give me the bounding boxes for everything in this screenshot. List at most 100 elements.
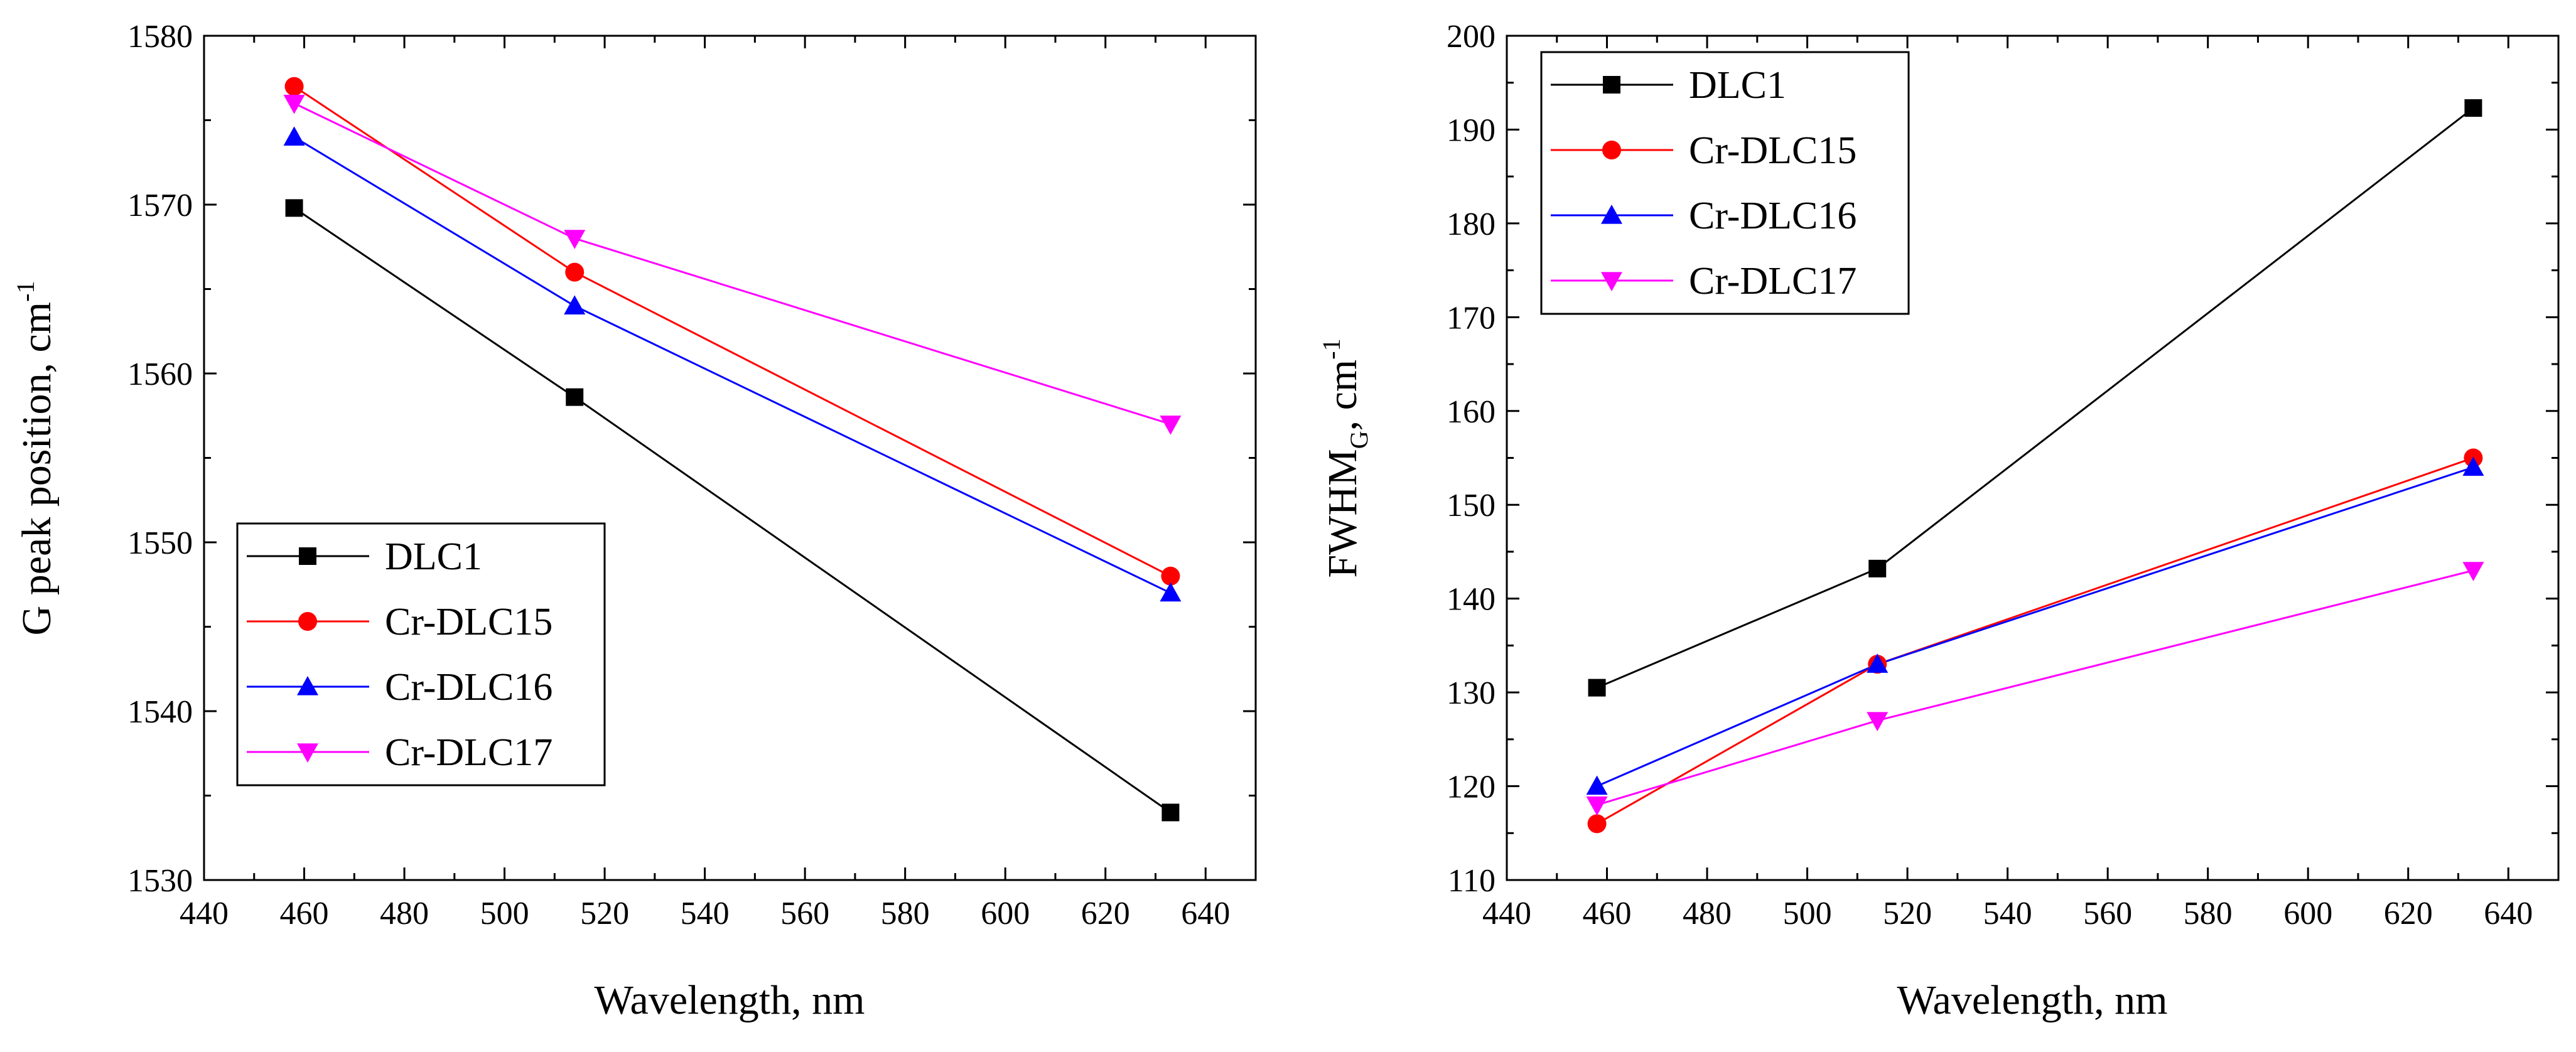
legend-label-dlc1: DLC1 (385, 535, 482, 578)
data-point-cr-dlc15 (565, 262, 585, 282)
x-tick-label: 520 (1883, 896, 1932, 931)
data-point-cr-dlc15 (1161, 566, 1180, 586)
legend-marker-cr-dlc15 (298, 612, 317, 631)
y-axis-title-main: G peak position, cm (14, 302, 60, 636)
x-tick-label: 540 (1983, 896, 2032, 931)
data-point-cr-dlc17 (1586, 796, 1608, 816)
data-point-cr-dlc16 (283, 126, 305, 146)
fwhm-g-chart: 440 460 480 500 520 540 560 580 600 620 640 110 120 1… (1317, 19, 2560, 1023)
legend-label-cr-dlc15: Cr-DLC15 (1689, 129, 1857, 172)
series-line-dlc1 (293, 207, 1172, 813)
legend-label-cr-dlc17: Cr-DLC17 (385, 731, 552, 774)
x-tick-label: 500 (480, 896, 529, 931)
legend-marker-dlc1 (299, 547, 316, 565)
y-axis-title-sub: G (1345, 431, 1373, 449)
data-point-cr-dlc17 (283, 95, 305, 114)
legend-marker-cr-dlc17 (297, 743, 318, 763)
x-tick-label: 600 (981, 896, 1030, 931)
y-tick-label: 1530 (127, 863, 193, 899)
data-point-cr-dlc17 (1160, 416, 1182, 435)
legend-marker-cr-dlc17 (1601, 272, 1622, 291)
series-line-cr-dlc16 (293, 136, 1172, 594)
legend-label-cr-dlc16: Cr-DLC16 (385, 666, 552, 709)
data-point-cr-dlc15 (284, 77, 304, 96)
legend-marker-cr-dlc15 (1602, 141, 1621, 159)
legend-label-cr-dlc17: Cr-DLC17 (1689, 260, 1857, 303)
y-tick-label: 190 (1447, 112, 1495, 148)
x-tick-label: 540 (681, 896, 730, 931)
data-point-cr-dlc16 (1867, 653, 1889, 673)
y-tick-label: 1570 (127, 188, 193, 223)
legend: DLC1 Cr-DLC15 Cr-DLC16 Cr-DLC17 (236, 522, 606, 786)
legend-label-cr-dlc15: Cr-DLC15 (385, 601, 552, 643)
plot-frame (1506, 35, 2560, 881)
y-tick-label: 120 (1447, 770, 1495, 805)
y-tick-label: 150 (1447, 488, 1495, 523)
legend-marker-cr-dlc16 (1601, 205, 1622, 224)
y-axis-title-tail: , cm (1320, 360, 1366, 431)
x-tick-label: 640 (1181, 896, 1230, 931)
y-tick-label: 1560 (127, 357, 193, 392)
series-markers (1586, 99, 2484, 834)
x-tick-label: 640 (2484, 896, 2533, 931)
y-tick-label: 140 (1447, 582, 1495, 618)
x-tick-label: 500 (1783, 896, 1832, 931)
x-tick-label: 440 (1482, 896, 1531, 931)
x-tick-label: 620 (1081, 896, 1130, 931)
x-tick-label: 480 (1683, 896, 1732, 931)
x-tick-label: 560 (2083, 896, 2132, 931)
x-tick-label: 440 (180, 896, 229, 931)
x-tick-label: 580 (2184, 896, 2233, 931)
series-line-cr-dlc17 (1597, 569, 2474, 806)
y-tick-label: 1540 (127, 694, 193, 730)
x-axis-title: Wavelength, nm (595, 977, 865, 1023)
data-point-dlc1 (1161, 803, 1180, 822)
data-point-cr-dlc16 (1160, 582, 1182, 602)
y-tick-label: 170 (1447, 300, 1495, 336)
data-point-dlc1 (285, 199, 303, 217)
legend-label-dlc1: DLC1 (1689, 64, 1786, 107)
data-point-dlc1 (2464, 99, 2482, 117)
y-tick-label: 130 (1447, 675, 1495, 711)
x-tick-label: 560 (780, 896, 829, 931)
data-point-dlc1 (566, 388, 584, 406)
x-tick-label: 620 (2384, 896, 2433, 931)
plot-frame (203, 35, 1257, 881)
y-axis-title: G peak position, cm-1 (11, 281, 60, 636)
x-tick-label: 520 (580, 896, 629, 931)
x-axis-title: Wavelength, nm (1897, 977, 2168, 1023)
y-axis-title-sup: -1 (1317, 338, 1345, 359)
data-point-cr-dlc17 (2462, 562, 2484, 581)
g-peak-position-chart: 440 460 480 500 520 540 560 580 600 620 640 1530 154… (11, 19, 1257, 1023)
series-markers (283, 77, 1182, 822)
data-point-cr-dlc17 (1867, 712, 1889, 731)
y-tick-label: 200 (1447, 19, 1495, 55)
legend-marker-cr-dlc16 (297, 676, 318, 695)
x-tick-label: 460 (1583, 896, 1632, 931)
series-line-cr-dlc15 (293, 85, 1172, 577)
y-tick-label: 110 (1448, 863, 1495, 899)
y-tick-label: 160 (1447, 394, 1495, 430)
y-axis-title-sup: -1 (11, 281, 40, 302)
series-line-cr-dlc17 (293, 102, 1171, 426)
data-point-cr-dlc16 (2462, 456, 2484, 476)
data-point-dlc1 (1588, 679, 1606, 697)
y-axis-title-main: FWHM (1320, 449, 1366, 577)
data-point-dlc1 (1868, 559, 1887, 577)
y-tick-label: 180 (1447, 207, 1495, 242)
legend-label-cr-dlc16: Cr-DLC16 (1689, 195, 1857, 237)
x-tick-label: 600 (2283, 896, 2332, 931)
data-point-cr-dlc15 (1587, 814, 1607, 834)
x-tick-label: 480 (380, 896, 429, 931)
axis-ticks: 440 460 480 500 520 540 560 580 600 620 640 110 120 1… (1447, 19, 2558, 931)
axis-ticks: 440 460 480 500 520 540 560 580 600 620 640 1530 154… (127, 19, 1256, 931)
series-line-cr-dlc16 (1596, 466, 2474, 787)
data-point-cr-dlc16 (1586, 775, 1608, 795)
data-point-cr-dlc16 (564, 295, 586, 314)
legend-box (1540, 51, 1910, 315)
legend-box (236, 522, 606, 786)
x-tick-label: 460 (280, 896, 329, 931)
series-line-cr-dlc15 (1596, 457, 2474, 825)
legend: DLC1 Cr-DLC15 Cr-DLC16 Cr-DLC17 (1540, 51, 1910, 315)
y-axis-title: FWHMG, cm-1 (1317, 338, 1373, 577)
